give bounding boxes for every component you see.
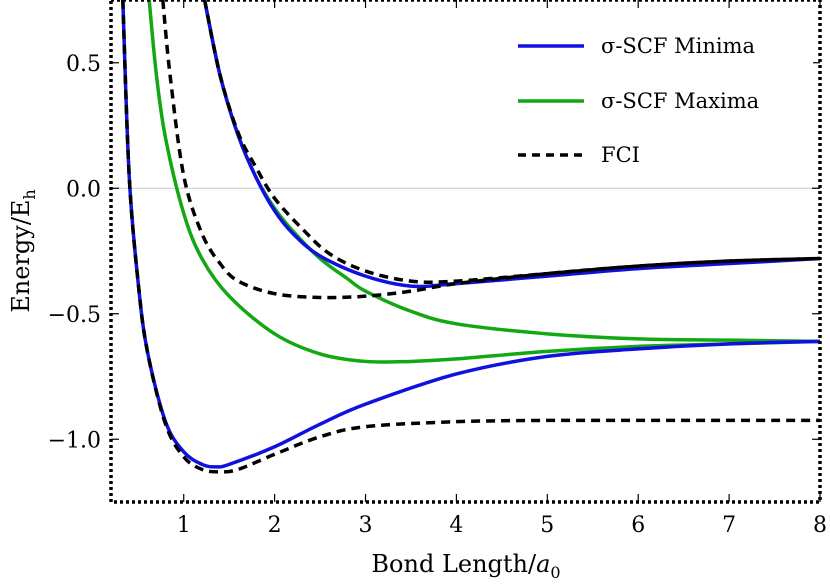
plot-frame: [109, 0, 822, 504]
x-axis-title-symbol: a: [536, 550, 550, 578]
x-tick-label: 7: [722, 513, 736, 538]
x-tick-label: 5: [540, 513, 554, 538]
x-tick-label: 3: [359, 513, 373, 538]
y-tick-label: 0.0: [66, 177, 101, 202]
series-line-6: [202, 0, 820, 284]
series-line-1: [202, 0, 820, 289]
y-axis-title: Energy/Eh: [7, 189, 39, 313]
series-line-2: [147, 0, 820, 364]
x-axis-title-subscript: 0: [550, 563, 560, 582]
series-line-5: [161, 0, 820, 300]
x-tick-label: 8: [813, 513, 827, 538]
x-tick-label: 2: [268, 513, 282, 538]
legend-label-minima: σ-SCF Minima: [601, 34, 755, 58]
x-axis-title-text: Bond Length/: [371, 550, 537, 578]
y-tick-label: −0.5: [48, 303, 101, 328]
y-axis-title-subscript: h: [20, 189, 39, 199]
legend-label-maxima: σ-SCF Maxima: [601, 89, 759, 113]
y-axis-title-text: Energy/E: [7, 200, 35, 313]
y-tick-label: 0.5: [66, 52, 101, 77]
series-line-4: [121, 0, 820, 474]
series-layer: [121, 0, 820, 474]
legend-label-fci: FCI: [601, 143, 640, 167]
x-tick-label: 1: [177, 513, 191, 538]
ticks-layer: 1 2 3 4 5 6 7 8 0.5 0.0 −0.5 −1.0: [48, 0, 827, 538]
x-tick-label: 6: [631, 513, 645, 538]
x-axis-title: Bond Length/a0: [371, 550, 560, 582]
legend: σ-SCF Minima σ-SCF Maxima FCI: [505, 20, 813, 180]
x-tick-label: 4: [449, 513, 463, 538]
y-tick-label: −1.0: [48, 428, 101, 453]
